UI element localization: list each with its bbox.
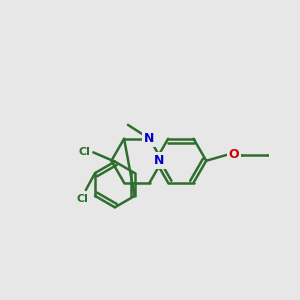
Text: N: N [144, 132, 155, 145]
Text: O: O [229, 148, 239, 161]
Text: N: N [154, 154, 164, 167]
Text: Cl: Cl [76, 194, 88, 204]
Text: Cl: Cl [78, 147, 90, 158]
